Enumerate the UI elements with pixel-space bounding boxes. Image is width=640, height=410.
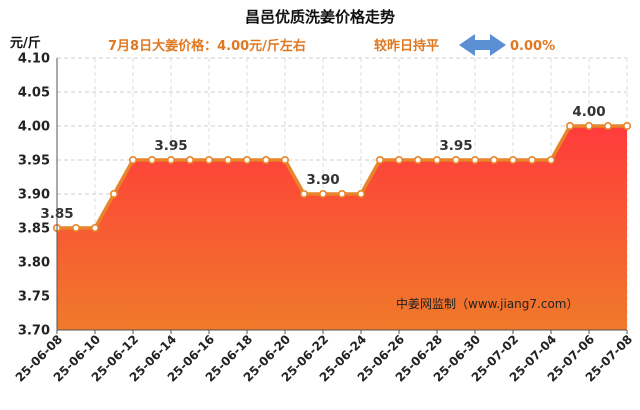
data-point [584, 122, 593, 131]
y-tick-label: 3.85 [18, 222, 50, 237]
data-point [167, 156, 176, 165]
data-point [110, 190, 119, 199]
data-point [148, 156, 157, 165]
data-points [52, 122, 631, 233]
data-label: 3.95 [154, 138, 187, 154]
data-point [205, 156, 214, 165]
data-point [394, 156, 403, 165]
chart-title: 昌邑优质洗姜价格走势 [245, 8, 395, 26]
y-tick-label: 4.10 [18, 52, 50, 67]
data-point [470, 156, 479, 165]
y-axis-ticks: 3.70 3.75 3.80 3.85 3.90 3.95 4.00 4.05 4.10 [18, 52, 50, 339]
data-label: 3.90 [306, 172, 339, 188]
data-point [186, 156, 195, 165]
data-point [129, 156, 138, 165]
y-tick-label: 3.90 [18, 188, 50, 203]
data-label: 3.95 [439, 138, 472, 154]
y-tick-label: 3.70 [18, 324, 50, 339]
data-point [72, 224, 81, 233]
data-point [337, 190, 346, 199]
data-point [413, 156, 422, 165]
data-point [280, 156, 289, 165]
data-label: 4.00 [572, 104, 605, 120]
data-point [489, 156, 498, 165]
y-tick-label: 3.75 [18, 290, 50, 305]
data-point [318, 190, 327, 199]
data-point [243, 156, 252, 165]
data-point [299, 190, 308, 199]
source-watermark: 中姜网监制（www.jiang7.com） [396, 296, 578, 311]
double-arrow-icon [459, 34, 506, 56]
data-point [527, 156, 536, 165]
data-point [91, 224, 100, 233]
y-tick-label: 4.00 [18, 120, 50, 135]
data-point [603, 122, 612, 131]
data-point [356, 190, 365, 199]
data-point [546, 156, 555, 165]
x-axis-ticks: 25-06-0825-06-1025-06-1225-06-1425-06-16… [13, 330, 635, 385]
data-point [508, 156, 517, 165]
data-point [451, 156, 460, 165]
data-point [261, 156, 270, 165]
data-point [565, 122, 574, 131]
y-axis-unit: 元/斤 [10, 35, 41, 51]
price-note: 7月8日大姜价格：4.00元/斤左右 [108, 38, 306, 54]
data-point [224, 156, 233, 165]
data-point [375, 156, 384, 165]
data-point [432, 156, 441, 165]
compare-label: 较昨日持平 [374, 38, 439, 54]
y-tick-label: 3.95 [18, 154, 50, 169]
y-tick-label: 3.80 [18, 256, 50, 271]
data-labels: 3.853.953.903.954.00 [40, 104, 605, 222]
price-area [57, 126, 627, 330]
data-point [622, 122, 631, 131]
compare-value: 0.00% [510, 39, 555, 54]
y-tick-label: 4.05 [18, 86, 50, 101]
